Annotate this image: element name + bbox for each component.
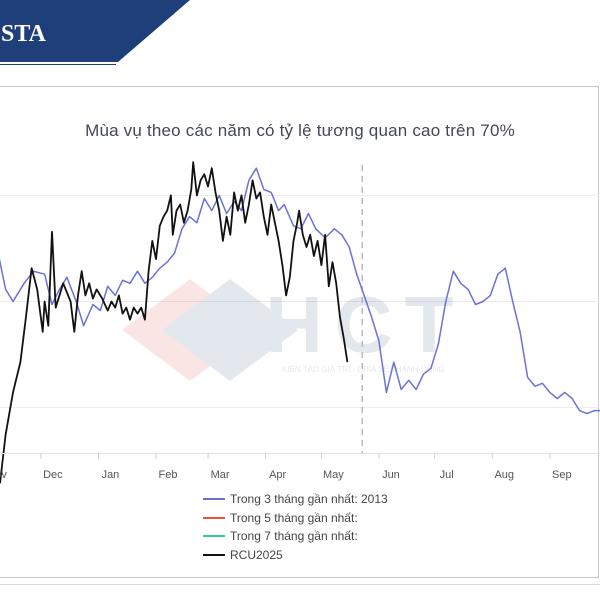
watermark: HCT KIẾN TẠO GIÁ TRỊ - CHIA SẺ THÀNH CÔN… xyxy=(122,279,465,381)
banner-text: STA xyxy=(1,21,47,47)
header-banner: STA xyxy=(0,0,190,65)
grid-layer xyxy=(0,194,600,409)
legend-swatch-1 xyxy=(203,516,225,519)
x-tick-label-dec: Dec xyxy=(43,469,63,481)
x-tick-label-feb: Feb xyxy=(159,469,178,481)
legend-item-series-0[interactable]: Trong 3 tháng gần nhất: 2013 xyxy=(203,490,388,509)
x-tick-label-apr: Apr xyxy=(269,469,286,481)
series-line-0 xyxy=(0,167,600,415)
series-layer xyxy=(0,161,600,484)
watermark-tagline: KIẾN TẠO GIÁ TRỊ - CHIA SẺ THÀNH CÔNG xyxy=(282,364,445,374)
watermark-logo-text: HCT xyxy=(265,280,465,369)
legend-item-series-1[interactable]: Trong 5 tháng gần nhất: xyxy=(203,509,388,528)
x-tick-label-may: May xyxy=(323,469,344,481)
legend-swatch-0 xyxy=(203,498,225,501)
watermark-diamond-left xyxy=(122,279,258,381)
banner-shape xyxy=(0,0,190,62)
x-tick-label-nov: Nov xyxy=(0,469,7,481)
x-tick-label-mar: Mar xyxy=(211,469,230,481)
legend-label-1: Trong 5 tháng gần nhất: xyxy=(230,510,358,525)
chart-plot: HCT KIẾN TẠO GIÁ TRỊ - CHIA SẺ THÀNH CÔN… xyxy=(0,161,600,484)
series-line-3 xyxy=(0,161,349,484)
chart-frame xyxy=(0,86,599,578)
legend-label-2: Trong 7 tháng gần nhất: xyxy=(230,529,358,544)
legend-label-3: RCU2025 xyxy=(230,547,283,562)
legend-item-series-2[interactable]: Trong 7 tháng gần nhất: xyxy=(203,527,388,546)
x-tick-label-jan: Jan xyxy=(102,469,120,481)
tick-layer: Nov Dec Jan Feb Mar Apr May Jun Jul Aug Sep xyxy=(0,453,600,481)
legend-swatch-3 xyxy=(203,553,225,556)
x-tick-label-jul: Jul xyxy=(440,469,454,481)
chart-title: Mùa vụ theo các năm có tỷ lệ tương quan … xyxy=(85,121,515,140)
x-tick-label-sep: Sep xyxy=(552,469,572,481)
legend-swatch-2 xyxy=(203,535,225,538)
legend-item-series-3[interactable]: RCU2025 xyxy=(203,546,388,565)
watermark-diamond-right xyxy=(162,279,298,381)
x-tick-label-aug: Aug xyxy=(494,469,514,481)
x-tick-label-jun: Jun xyxy=(382,469,400,481)
chart-legend: Trong 3 tháng gần nhất: 2013 Trong 5 thá… xyxy=(203,490,388,564)
bottom-divider xyxy=(0,584,600,585)
legend-label-0: Trong 3 tháng gần nhất: 2013 xyxy=(230,492,388,507)
